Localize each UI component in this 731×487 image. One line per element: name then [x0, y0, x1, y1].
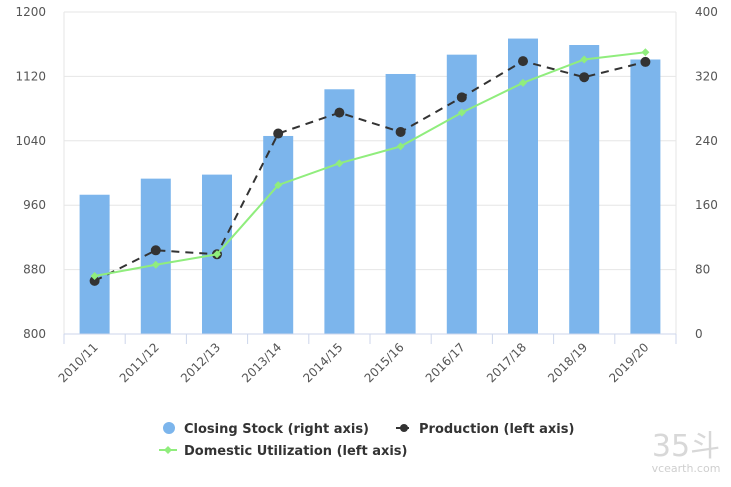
right-axis-tick-label: 240 [695, 134, 718, 148]
legend-symbol-closing-stock [163, 422, 175, 434]
bar-closing-stock [324, 89, 355, 334]
marker-domestic-utilization [396, 142, 405, 151]
marker-domestic-utilization [519, 78, 527, 87]
right-axis-tick-label: 160 [695, 198, 718, 212]
bar-closing-stock [630, 59, 661, 335]
line-domestic-utilization [94, 51, 646, 278]
marker-production [273, 128, 284, 139]
left-axis-tick-label: 960 [23, 198, 46, 212]
x-axis-tick-label: 2017/18 [484, 340, 529, 385]
line-series [89, 48, 651, 286]
x-axis-tick-label: 2012/13 [178, 340, 223, 385]
marker-production [150, 245, 161, 256]
marker-domestic-utilization [580, 55, 589, 64]
bar-closing-stock [569, 45, 600, 334]
legend-label-closing-stock: Closing Stock (right axis) [184, 422, 369, 437]
marker-domestic-utilization [457, 108, 466, 117]
right-axis-tick-label: 80 [695, 263, 710, 277]
marker-production [456, 92, 467, 103]
x-axis-tick-label: 2018/19 [545, 340, 590, 385]
x-axis-tick-label: 2011/12 [117, 340, 162, 385]
line-production [94, 60, 646, 282]
legend-symbol-production-marker [400, 424, 408, 432]
watermark-logo: 35斗 [652, 429, 720, 464]
marker-production [89, 275, 100, 286]
bar-closing-stock [385, 73, 416, 335]
right-axis-tick-label: 320 [695, 69, 718, 83]
legend-label-domestic-utilization: Domestic Utilization (left axis) [184, 444, 408, 459]
marker-domestic-utilization [335, 159, 344, 168]
right-axis-tick-label: 0 [695, 327, 703, 341]
marker-domestic-utilization [90, 272, 99, 281]
marker-production [640, 56, 651, 67]
marker-domestic-utilization [641, 48, 650, 57]
marker-production [579, 72, 590, 83]
left-axis-tick-label: 880 [23, 263, 46, 277]
x-axis-tick-label: 2019/20 [606, 340, 651, 385]
left-axis-tick-label: 1200 [15, 5, 46, 19]
legend-symbol-domestic-marker [164, 446, 172, 454]
marker-production [518, 56, 528, 67]
watermark-site: vcearth.com [652, 462, 721, 475]
watermark: 35斗 vcearth.com [652, 429, 721, 475]
x-axis-tick-label: 2010/11 [56, 340, 101, 385]
legend: Closing Stock (right axis) Production (le… [159, 422, 574, 459]
marker-domestic-utilization [274, 181, 283, 190]
x-axis-tick-label: 2013/14 [239, 340, 284, 385]
marker-domestic-utilization [213, 250, 221, 259]
x-axis-tick-label: 2016/17 [423, 340, 468, 385]
left-axis-tick-label: 1040 [15, 134, 46, 148]
axes: 800 880 960 1040 1120 1200 0 80 160 240 320 400 2010… [15, 5, 717, 385]
legend-label-production: Production (left axis) [419, 422, 574, 437]
right-axis-tick-label: 400 [695, 5, 718, 19]
bar-closing-stock [79, 194, 110, 334]
marker-production [334, 107, 345, 118]
left-axis-tick-label: 1120 [15, 69, 46, 83]
bar-series-closing-stock [79, 38, 661, 335]
left-axis-tick-label: 800 [23, 327, 46, 341]
marker-production [395, 126, 406, 137]
bar-closing-stock [263, 135, 294, 334]
x-axis-tick-label: 2015/16 [362, 340, 407, 385]
x-axis-tick-label: 2014/15 [300, 340, 345, 385]
marker-domestic-utilization [151, 260, 160, 269]
